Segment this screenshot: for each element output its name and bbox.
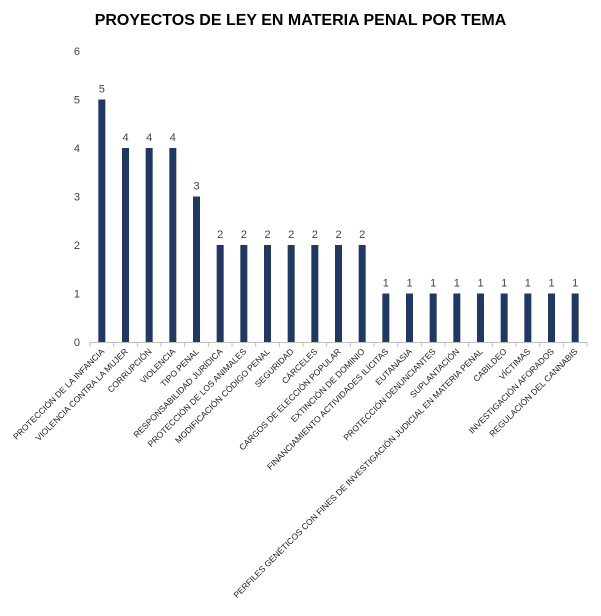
bar	[524, 293, 532, 342]
bar	[477, 293, 484, 342]
bar	[358, 245, 366, 342]
bar	[145, 148, 153, 342]
data-label: 2	[312, 229, 318, 241]
data-label: 4	[170, 132, 176, 144]
data-label: 2	[241, 229, 247, 241]
y-tick-label: 4	[74, 143, 80, 155]
bar	[311, 245, 319, 342]
data-label: 1	[454, 278, 460, 290]
data-label: 2	[335, 229, 341, 241]
data-label: 1	[383, 278, 389, 290]
bar	[548, 293, 555, 342]
bar	[240, 245, 248, 342]
bar	[335, 245, 342, 342]
bar	[406, 293, 413, 342]
data-label: 1	[548, 278, 554, 290]
bar	[382, 293, 390, 342]
data-label: 5	[99, 84, 105, 96]
data-label: 2	[264, 229, 270, 241]
bar	[453, 293, 461, 342]
bar	[98, 99, 106, 342]
y-tick-label: 5	[74, 95, 80, 107]
bar	[287, 245, 295, 342]
data-label: 2	[217, 229, 223, 241]
y-tick-label: 2	[74, 240, 80, 252]
data-label: 4	[146, 132, 152, 144]
data-label: 1	[501, 278, 507, 290]
bar	[500, 293, 508, 342]
y-tick-label: 3	[74, 192, 80, 204]
data-label: 1	[406, 278, 412, 290]
data-label: 1	[477, 278, 483, 290]
chart-title: PROYECTOS DE LEY EN MATERIA PENAL POR TE…	[94, 12, 507, 29]
bar	[264, 245, 271, 342]
category-label: PROTECCIÓN DE LA INFANCIA	[11, 346, 106, 441]
y-tick-label: 6	[74, 46, 80, 58]
data-label: 2	[288, 229, 294, 241]
data-label: 2	[359, 229, 365, 241]
data-label: 3	[193, 181, 199, 193]
data-label: 1	[525, 278, 531, 290]
bar	[193, 196, 200, 342]
bar	[169, 148, 177, 342]
y-tick-label: 0	[74, 337, 80, 349]
category-label: VIOLENCIA CONTRA LA MUJER	[33, 346, 130, 443]
data-label: 4	[122, 132, 128, 144]
bar	[122, 148, 129, 342]
y-tick-label: 1	[74, 289, 80, 301]
data-label: 1	[430, 278, 436, 290]
data-label: 1	[572, 278, 578, 290]
bar	[429, 293, 437, 342]
bar	[216, 245, 224, 342]
bar	[571, 293, 579, 342]
